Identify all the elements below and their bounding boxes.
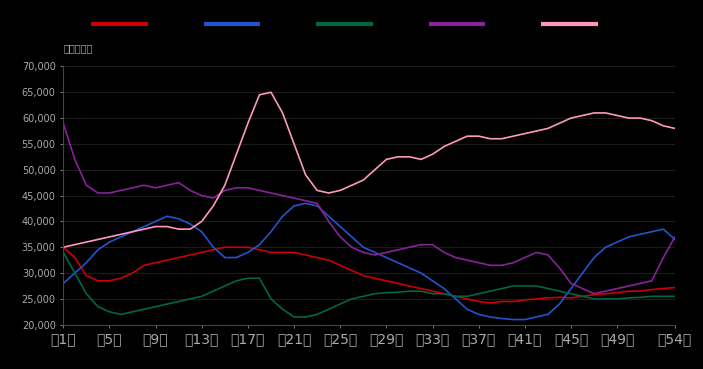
Text: 单位：千辆: 单位：千辆 xyxy=(63,44,93,54)
